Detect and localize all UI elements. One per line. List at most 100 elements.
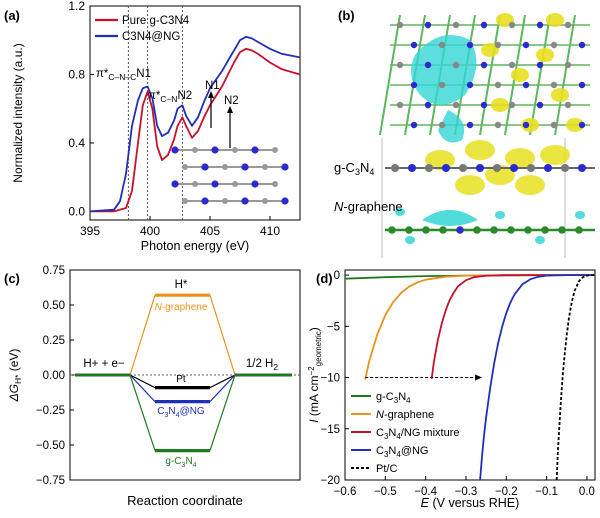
- y-tick-label: −15: [320, 424, 340, 436]
- carbon-atom: [232, 147, 238, 153]
- legend-label-pure-gc3n4: Pure g-C3N4: [122, 15, 190, 27]
- carbon-atom: [558, 226, 566, 234]
- legend-label-gc3n4: g-C3N4: [376, 391, 411, 405]
- annotation-n1: N1: [205, 80, 220, 92]
- charge-accumulation-region: [465, 140, 495, 160]
- nitrogen-atom: [410, 81, 418, 89]
- nitrogen-atom: [536, 21, 544, 29]
- nitrogen-atom: [456, 226, 464, 234]
- annotation-pi-cnc-n1: π*C–N–CN1: [96, 68, 151, 82]
- carbon-atom: [473, 226, 481, 234]
- y-tick-label: 0: [334, 270, 340, 282]
- lattice-bond: [479, 14, 501, 136]
- x-tick-label: −0.2: [495, 486, 518, 498]
- panel-a-annotations: π*C–N–CN1 π*C–NN2 N1 N2: [96, 68, 239, 148]
- nitrogen-atom: [536, 61, 544, 69]
- charge-accumulation-region: [536, 48, 554, 62]
- nitrogen-atom: [251, 180, 259, 188]
- carbon-atom: [422, 226, 430, 234]
- carbon-atom: [550, 121, 558, 129]
- carbon-atom: [272, 147, 278, 153]
- x-tick-label: 400: [140, 224, 160, 238]
- charge-depletion-region: [411, 35, 477, 105]
- nitrogen-atom: [476, 164, 484, 172]
- level-label-ngraphene: N-graphene: [155, 302, 208, 313]
- x-tick-label: 405: [200, 224, 220, 238]
- nitrogen-atom: [424, 101, 432, 109]
- panel-b-label-ngraphene: N-graphene: [334, 199, 403, 214]
- carbon-atom: [405, 226, 413, 234]
- carbon-atom: [494, 81, 502, 89]
- panel-a-xlabel: Photon energy (eV): [141, 239, 249, 253]
- connector-n-graphene: [209, 295, 236, 376]
- carbon-atom: [438, 41, 446, 49]
- panel-c-xlabel: Reaction coordinate: [127, 493, 243, 508]
- charge-accumulation-region: [546, 13, 564, 27]
- carbon-atom: [396, 61, 404, 69]
- panel-b-label-gc3n4: g-C3N4: [334, 160, 374, 177]
- y-tick-label: 0.50: [43, 300, 65, 312]
- arrow-n2-head: [227, 106, 233, 113]
- series-line-c3n4-ng: [89, 35, 301, 213]
- lattice-bond: [529, 14, 551, 136]
- panel-b-label: (b): [338, 8, 355, 23]
- nitrogen-atom: [522, 41, 530, 49]
- nitrogen-atom: [578, 81, 586, 89]
- carbon-atom: [575, 226, 583, 234]
- panel-d-xlabel: E (V versus RHE): [421, 496, 520, 510]
- nitrogen-atom: [201, 163, 209, 171]
- carbon-atom: [222, 198, 228, 204]
- panel-a-frame: [89, 5, 301, 221]
- lattice-bond: [379, 14, 401, 136]
- carbon-atom: [561, 164, 569, 172]
- panel-b: (b) g-C3N4 N-graphene: [334, 8, 595, 258]
- overpotential-arrow-head: [475, 374, 483, 381]
- charge-accumulation-region: [551, 88, 569, 102]
- legend-label-mixture: C3N4/NG mixture: [376, 427, 460, 441]
- nitrogen-atom: [466, 81, 474, 89]
- annotation-n2: N2: [224, 95, 239, 107]
- y-tick-label: 0.4: [68, 136, 85, 150]
- panel-c-label: (c): [4, 271, 20, 286]
- nitrogen-atom: [466, 41, 474, 49]
- charge-accumulation-region: [515, 175, 545, 195]
- charge-accumulation-region: [540, 145, 570, 165]
- nitrogen-atom: [171, 180, 179, 188]
- charge-depletion-region: [438, 110, 465, 143]
- charge-accumulation-region: [511, 68, 529, 82]
- x-tick-label: −0.1: [535, 486, 558, 498]
- charge-accumulation-region: [481, 43, 499, 57]
- y-tick-label: 1.2: [68, 0, 85, 13]
- panel-c: (c) −0.75 −0.50 −0.25 0.00 0.25 0.50 0.75 Reac…: [4, 265, 301, 508]
- connector-pt: [129, 374, 156, 389]
- nitrogen-atom: [241, 197, 249, 205]
- series-line-pure-g-c3n4: [90, 47, 301, 213]
- level-label-c3n4-ng: C3N4@NG: [157, 406, 205, 419]
- carbon-atom: [507, 226, 515, 234]
- charge-depletion-region: [395, 208, 405, 216]
- x-tick-label: −0.5: [374, 486, 397, 498]
- nitrogen-atom: [251, 146, 259, 154]
- gc3n4-structure-inset: [171, 146, 289, 205]
- carbon-atom: [564, 101, 572, 109]
- carbon-atom: [493, 164, 501, 172]
- nitrogen-atom: [522, 121, 530, 129]
- nitrogen-atom: [442, 164, 450, 172]
- carbon-atom: [508, 101, 516, 109]
- x-tick-label: 0.0: [579, 486, 595, 498]
- charge-depletion-region: [422, 210, 478, 226]
- y-tick-label: −5: [327, 321, 340, 333]
- legend-label-c3n4-ng-d: C3N4@NG: [376, 445, 428, 459]
- carbon-atom: [550, 41, 558, 49]
- carbon-atom: [524, 226, 532, 234]
- arrow-n1-head: [208, 91, 214, 98]
- nitrogen-atom: [578, 121, 586, 129]
- carbon-atom: [564, 61, 572, 69]
- nitrogen-atom: [241, 163, 249, 171]
- y-tick-label: −0.25: [36, 405, 65, 417]
- nitrogen-atom: [522, 81, 530, 89]
- x-tick-label: −0.3: [455, 486, 478, 498]
- carbon-atom: [182, 198, 188, 204]
- series-line-c3n4-ng-mixture: [430, 274, 595, 379]
- state-label-top: H*: [175, 279, 188, 291]
